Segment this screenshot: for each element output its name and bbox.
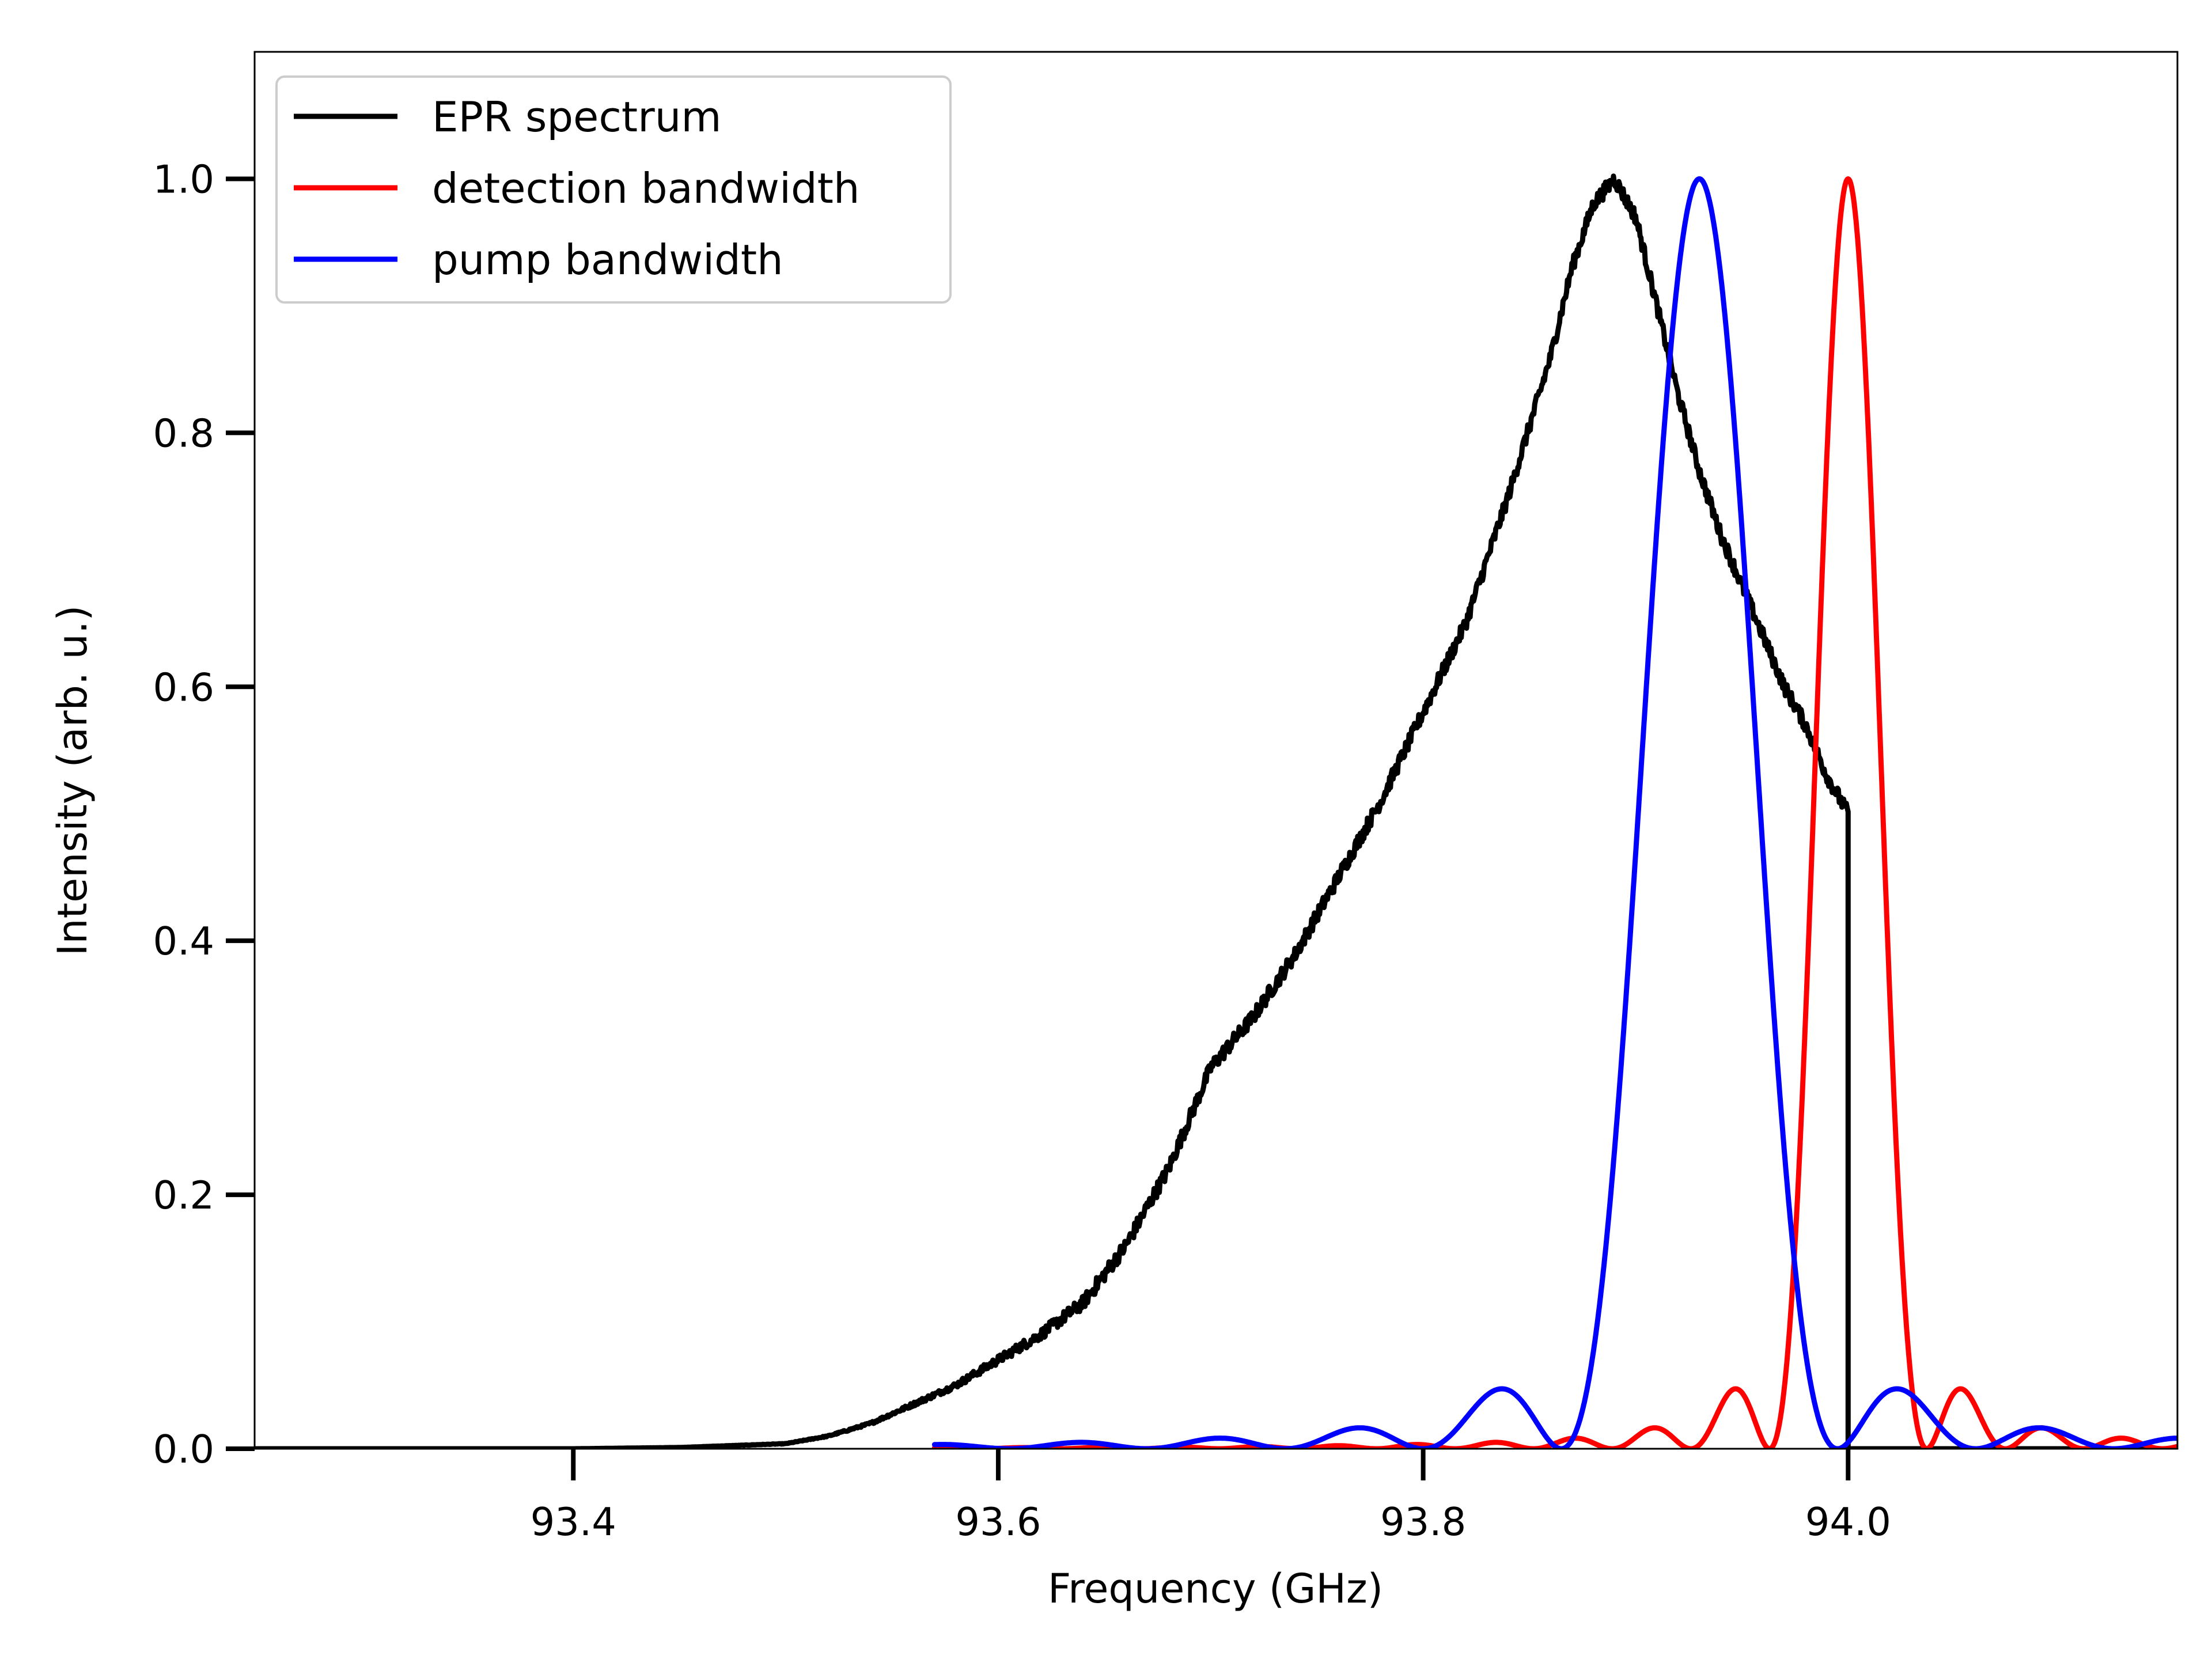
y-tick-label: 0.6 xyxy=(153,665,214,710)
legend: EPR spectrum detection bandwidth pump band… xyxy=(275,75,952,304)
y-axis-title: Intensity (arb. u.) xyxy=(49,605,96,956)
legend-box xyxy=(275,75,952,304)
y-tick-label: 0.0 xyxy=(153,1427,214,1472)
series-line-epr-spectrum xyxy=(255,173,2177,1449)
y-tick-label: 1.0 xyxy=(153,157,214,202)
legend-label: EPR spectrum xyxy=(432,93,722,141)
y-tick-label: 0.4 xyxy=(153,919,214,964)
plot-frame xyxy=(253,51,2179,1450)
legend-label: pump bandwidth xyxy=(432,236,783,284)
legend-label: detection bandwidth xyxy=(432,164,860,213)
y-tick-label: 0.8 xyxy=(153,411,214,456)
x-axis-title: Frequency (GHz) xyxy=(1048,1565,1383,1612)
y-axis-ticks: 0.0 0.2 0.4 0.6 0.8 1.0 xyxy=(153,157,255,1472)
y-tick-label: 0.2 xyxy=(153,1173,214,1218)
x-axis-ticks: 93.4 93.6 93.8 94.0 xyxy=(531,1449,1891,1544)
x-tick-label: 93.8 xyxy=(1380,1499,1466,1544)
x-tick-label: 93.4 xyxy=(531,1499,616,1544)
x-tick-label: 94.0 xyxy=(1805,1499,1891,1544)
x-tick-label: 93.6 xyxy=(955,1499,1041,1544)
series-line-detection-bandwidth xyxy=(931,176,2177,1449)
